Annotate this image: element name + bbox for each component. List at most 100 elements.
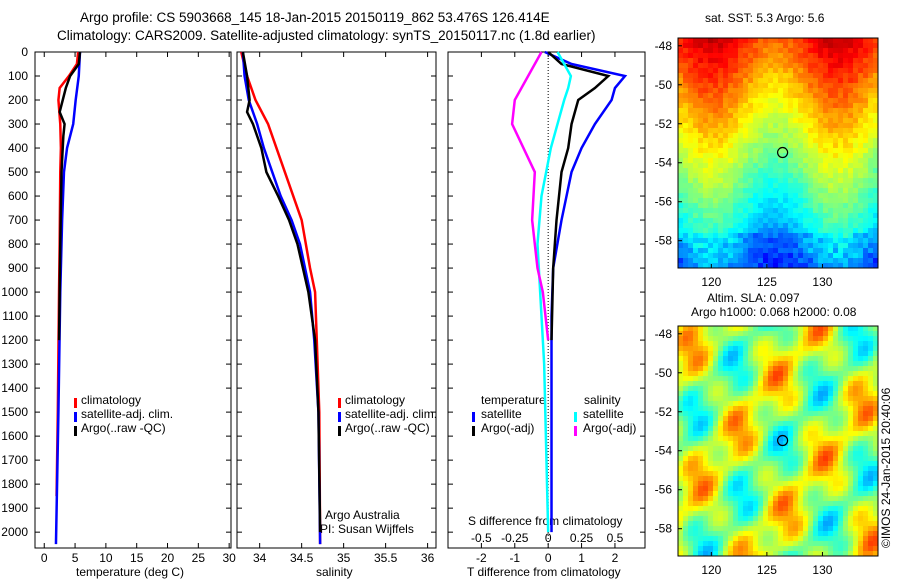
map-cell <box>728 98 733 103</box>
map-cell <box>688 48 693 53</box>
map-cell <box>868 461 873 466</box>
map-cell <box>783 526 788 531</box>
map-cell <box>868 78 873 83</box>
map-cell <box>788 551 793 556</box>
map-cell <box>763 88 768 93</box>
map-cell <box>703 253 708 258</box>
map-cell <box>828 73 833 78</box>
map-cell <box>868 38 873 43</box>
map-cell <box>843 183 848 188</box>
map-cell <box>783 123 788 128</box>
map-cell <box>788 138 793 143</box>
map-cell <box>808 73 813 78</box>
map-cell <box>693 491 698 496</box>
map-cell <box>838 526 843 531</box>
map-cell <box>853 68 858 73</box>
map-cell <box>763 153 768 158</box>
map-cell <box>823 193 828 198</box>
map-cell <box>853 436 858 441</box>
map-cell <box>743 123 748 128</box>
map-cell <box>713 496 718 501</box>
map-cell <box>813 501 818 506</box>
map-cell <box>858 143 863 148</box>
map-cell <box>698 546 703 551</box>
map-cell <box>793 98 798 103</box>
map-cell <box>818 38 823 43</box>
map-cell <box>853 43 858 48</box>
map-cell <box>858 421 863 426</box>
map-cell <box>868 228 873 233</box>
map-cell <box>743 326 748 331</box>
map-cell <box>718 381 723 386</box>
map-cell <box>858 496 863 501</box>
map-cell <box>833 138 838 143</box>
map-cell <box>868 233 873 238</box>
map-cell <box>833 158 838 163</box>
map-cell <box>833 526 838 531</box>
map-cell <box>868 198 873 203</box>
map-cell <box>833 416 838 421</box>
map-cell <box>723 158 728 163</box>
legend-s-climatology: climatology <box>345 393 405 407</box>
map-cell <box>723 238 728 243</box>
map-cell <box>688 501 693 506</box>
x-tick-label: 35.5 <box>374 551 398 565</box>
map-cell <box>753 143 758 148</box>
map-cell <box>758 228 763 233</box>
map-cell <box>843 228 848 233</box>
map-cell <box>848 128 853 133</box>
map-cell <box>713 93 718 98</box>
map-cell <box>793 396 798 401</box>
map-cell <box>763 471 768 476</box>
map-cell <box>828 436 833 441</box>
map-cell <box>863 248 868 253</box>
map-cell <box>828 356 833 361</box>
map-cell <box>703 238 708 243</box>
map-cell <box>783 521 788 526</box>
map-cell <box>728 218 733 223</box>
map-cell <box>778 143 783 148</box>
map-cell <box>703 426 708 431</box>
map-cell <box>853 93 858 98</box>
map-cell <box>678 346 683 351</box>
map-cell <box>748 511 753 516</box>
map-cell <box>818 446 823 451</box>
map-cell <box>813 68 818 73</box>
map-cell <box>733 506 738 511</box>
map-cell <box>828 476 833 481</box>
map-cell <box>753 173 758 178</box>
map-cell <box>858 223 863 228</box>
map-cell <box>838 426 843 431</box>
map-cell <box>748 361 753 366</box>
map-cell <box>743 223 748 228</box>
map-cell <box>838 406 843 411</box>
map-cell <box>843 173 848 178</box>
map-cell <box>813 406 818 411</box>
map-cell <box>768 371 773 376</box>
map-cell <box>838 436 843 441</box>
map-cell <box>808 203 813 208</box>
map-cell <box>693 541 698 546</box>
map-cell <box>783 263 788 268</box>
map-cell <box>688 188 693 193</box>
map-cell <box>783 258 788 263</box>
map-cell <box>863 436 868 441</box>
map-cell <box>768 386 773 391</box>
map-cell <box>798 531 803 536</box>
map-cell <box>773 551 778 556</box>
map-cell <box>708 341 713 346</box>
map-cell <box>783 516 788 521</box>
map-cell <box>778 491 783 496</box>
map-cell <box>873 381 878 386</box>
map-cell <box>858 546 863 551</box>
map-cell <box>748 53 753 58</box>
map-cell <box>793 253 798 258</box>
map-cell <box>733 341 738 346</box>
map-cell <box>683 406 688 411</box>
map-cell <box>808 381 813 386</box>
map-cell <box>803 103 808 108</box>
map-cell <box>743 546 748 551</box>
map-cell <box>783 73 788 78</box>
map-cell <box>853 228 858 233</box>
map-cell <box>758 243 763 248</box>
